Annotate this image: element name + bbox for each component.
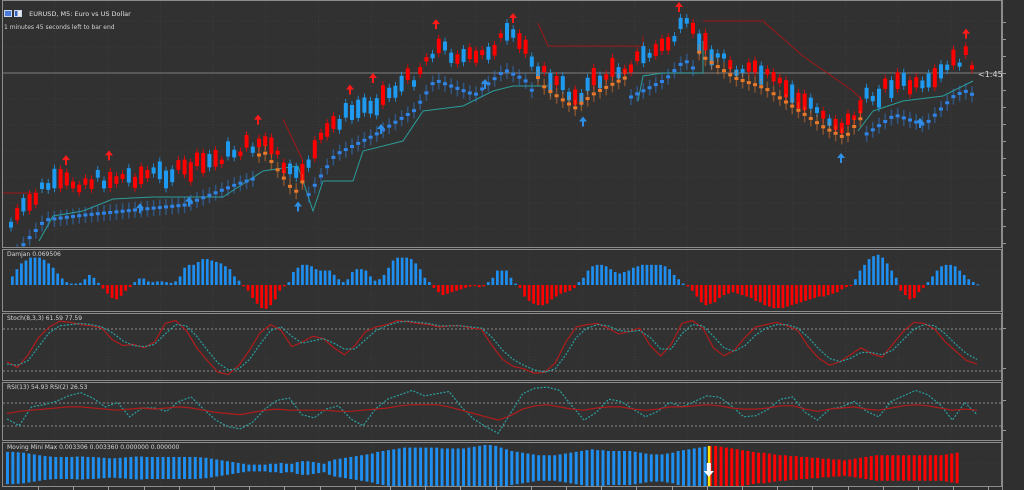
price-tick bbox=[1003, 107, 1006, 108]
time-tick bbox=[566, 486, 567, 490]
time-tick bbox=[706, 486, 708, 490]
current-price-label: <1:45 bbox=[978, 70, 1003, 79]
stochastic-indicator-pane[interactable]: Stoch(8,3,3) 61.59 77.59 bbox=[2, 313, 1002, 381]
damjan-indicator-pane[interactable]: Damjan 0.069506 bbox=[2, 249, 1002, 312]
symbol-flags bbox=[4, 10, 22, 17]
time-tick bbox=[777, 486, 779, 490]
time-tick bbox=[390, 486, 391, 490]
time-axis[interactable] bbox=[2, 486, 1002, 490]
indicator-tick bbox=[1003, 430, 1006, 431]
time-tick bbox=[108, 486, 110, 490]
us-flag-icon bbox=[14, 10, 22, 17]
time-tick bbox=[143, 486, 145, 490]
time-tick bbox=[953, 486, 955, 490]
eu-flag-icon bbox=[4, 10, 12, 17]
time-tick bbox=[847, 486, 849, 490]
time-tick bbox=[214, 486, 215, 490]
price-tick bbox=[1003, 124, 1006, 125]
time-tick bbox=[460, 486, 462, 490]
time-tick bbox=[601, 486, 603, 490]
time-tick bbox=[73, 486, 75, 490]
time-tick bbox=[284, 486, 286, 490]
rsi-label: RSI(13) 54.93 RSI(2) 26.53 bbox=[7, 384, 88, 391]
price-tick bbox=[1003, 226, 1006, 227]
price-tick bbox=[1003, 56, 1006, 57]
time-tick bbox=[38, 486, 39, 490]
symbol-title: EURUSD, M5: Euro vs US Dollar bbox=[29, 9, 131, 18]
time-tick bbox=[636, 486, 638, 490]
time-tick bbox=[742, 486, 743, 490]
price-tick bbox=[1003, 175, 1006, 176]
time-tick bbox=[530, 486, 532, 490]
main-price-chart[interactable] bbox=[2, 0, 1002, 248]
time-tick bbox=[812, 486, 814, 490]
time-tick bbox=[495, 486, 497, 490]
stochastic-lines bbox=[3, 314, 1001, 380]
damjan-label: Damjan 0.069506 bbox=[7, 251, 61, 258]
rsi-indicator-pane[interactable]: RSI(13) 54.93 RSI(2) 26.53 bbox=[2, 382, 1002, 441]
price-tick bbox=[1003, 39, 1006, 40]
price-tick bbox=[1003, 73, 1006, 74]
mmm-histogram bbox=[3, 443, 1001, 486]
time-tick bbox=[319, 486, 321, 490]
price-tick bbox=[1003, 22, 1006, 23]
price-axis[interactable] bbox=[1002, 0, 1024, 490]
time-tick bbox=[988, 486, 990, 490]
moving-mini-max-pane[interactable]: Moving Mini Max 0.003306 0.003360 0.0000… bbox=[2, 442, 1002, 487]
time-tick bbox=[425, 486, 427, 490]
time-tick bbox=[354, 486, 356, 490]
price-tick bbox=[1003, 90, 1006, 91]
time-tick bbox=[178, 486, 180, 490]
mmm-label: Moving Mini Max 0.003306 0.003360 0.0000… bbox=[7, 444, 180, 451]
price-chart-canvas[interactable] bbox=[3, 1, 1002, 248]
price-tick bbox=[1003, 192, 1006, 193]
chart-header: EURUSD, M5: Euro vs US Dollar 1 minutes … bbox=[4, 3, 131, 31]
damjan-histogram bbox=[3, 250, 1001, 311]
stoch-label: Stoch(8,3,3) 61.59 77.59 bbox=[7, 315, 83, 322]
time-tick bbox=[918, 486, 919, 490]
time-tick bbox=[882, 486, 884, 490]
price-tick bbox=[1003, 209, 1006, 210]
price-tick bbox=[1003, 158, 1006, 159]
indicator-tick bbox=[1003, 328, 1006, 329]
indicator-tick bbox=[1003, 400, 1006, 401]
time-tick bbox=[671, 486, 673, 490]
rsi-lines bbox=[3, 383, 1001, 440]
indicator-tick bbox=[1003, 368, 1006, 369]
bar-countdown: 1 minutes 45 seconds left to bar end bbox=[4, 24, 115, 31]
time-tick bbox=[249, 486, 251, 490]
price-tick bbox=[1003, 141, 1006, 142]
price-tick bbox=[1003, 243, 1006, 244]
